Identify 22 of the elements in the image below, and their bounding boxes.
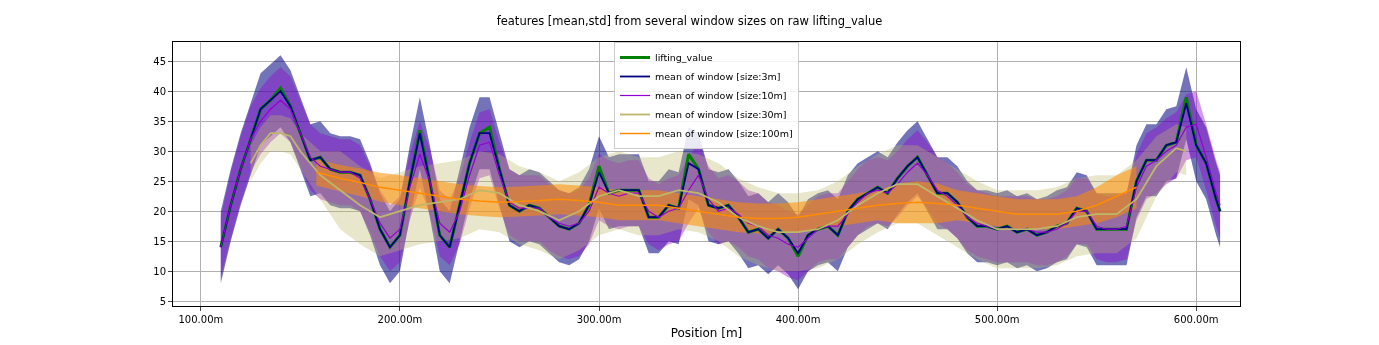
x-tick-label: 400.00m: [775, 314, 821, 325]
y-tick-label: 10: [153, 265, 166, 277]
x-tick-label: 200.00m: [377, 314, 423, 325]
y-tick-label: 5: [159, 295, 166, 307]
y-tick-label: 15: [153, 235, 166, 247]
x-axis-title: Position [m]: [670, 325, 743, 340]
y-tick-label: 20: [153, 205, 166, 217]
legend-label: lifting_value: [655, 52, 713, 64]
x-tick-label: 500.00m: [974, 314, 1020, 325]
y-tick-label: 35: [153, 115, 166, 127]
y-tick-label: 25: [153, 175, 166, 187]
legend-label: mean of window [size:100m]: [655, 128, 793, 140]
x-tick-label: 100.00m: [178, 314, 224, 325]
y-tick-label: 30: [153, 145, 166, 157]
legend-label: mean of window [size:30m]: [655, 109, 787, 121]
chart-title: features [mean,std] from several window sizes on raw lifting_value: [496, 13, 883, 28]
x-tick-label: 600.00m: [1173, 314, 1219, 325]
legend-label: mean of window [size:10m]: [655, 90, 787, 102]
y-tick-label: 45: [153, 55, 166, 67]
legend-label: mean of window [size:3m]: [655, 71, 781, 83]
y-tick-label: 40: [153, 85, 166, 97]
x-tick-label: 300.00m: [576, 314, 622, 325]
